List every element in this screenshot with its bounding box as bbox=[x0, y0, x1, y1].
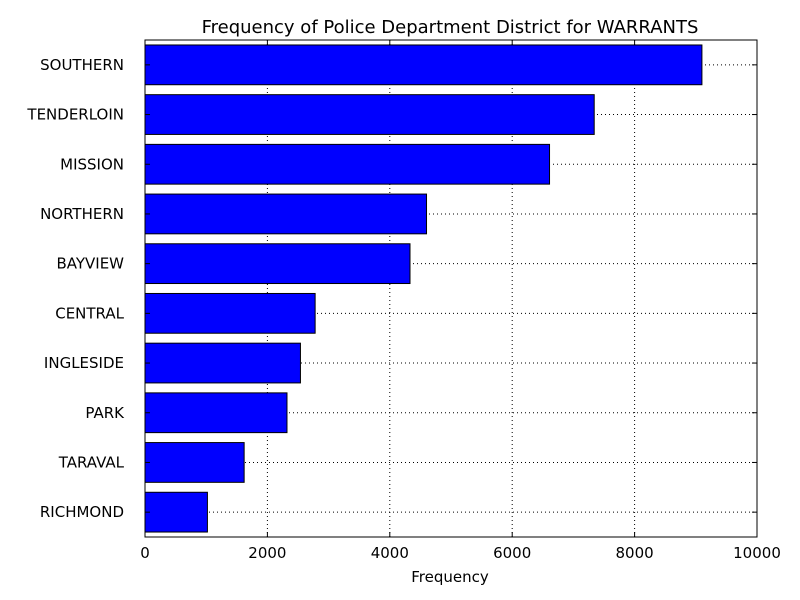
bar-central bbox=[144, 292, 316, 334]
x-axis-label: Frequency bbox=[411, 568, 489, 586]
x-tick-label: 4000 bbox=[371, 544, 409, 562]
bar-taraval bbox=[144, 442, 245, 483]
y-tick-label: BAYVIEW bbox=[56, 255, 124, 273]
x-tick-label: 6000 bbox=[493, 544, 531, 562]
x-tick-label: 0 bbox=[140, 544, 150, 562]
bar-northern bbox=[144, 193, 428, 235]
y-tick-labels: SOUTHERN TENDERLOIN MISSION NORTHERN BAYVIEW… bbox=[26, 56, 125, 521]
y-tick-label: PARK bbox=[85, 404, 125, 422]
bar-richmond bbox=[144, 491, 208, 533]
x-tick-label: 8000 bbox=[616, 544, 654, 562]
x-tick-label: 2000 bbox=[248, 544, 286, 562]
chart-title: Frequency of Police Department District … bbox=[202, 17, 699, 38]
y-tick-label: INGLESIDE bbox=[44, 354, 124, 372]
bar-park bbox=[144, 392, 288, 434]
x-tick-labels: 0 2000 4000 6000 8000 10000 bbox=[140, 544, 781, 562]
y-tick-label: RICHMOND bbox=[40, 503, 124, 521]
bar-bayview bbox=[144, 243, 411, 285]
bar-mission bbox=[144, 143, 551, 185]
plot-frame bbox=[144, 39, 758, 538]
ticks bbox=[144, 40, 758, 537]
y-tick-label: NORTHERN bbox=[40, 205, 124, 223]
y-tick-label: SOUTHERN bbox=[40, 56, 124, 74]
y-tick-label: CENTRAL bbox=[55, 304, 124, 322]
bars bbox=[144, 44, 703, 533]
y-tick-label: MISSION bbox=[60, 155, 124, 173]
y-tick-label: TARAVAL bbox=[58, 453, 125, 471]
bar-southern bbox=[144, 44, 703, 86]
y-tick-label: TENDERLOIN bbox=[26, 106, 124, 124]
x-tick-label: 10000 bbox=[733, 544, 781, 562]
bar-ingleside bbox=[144, 342, 301, 384]
bar-tenderloin bbox=[144, 94, 595, 135]
